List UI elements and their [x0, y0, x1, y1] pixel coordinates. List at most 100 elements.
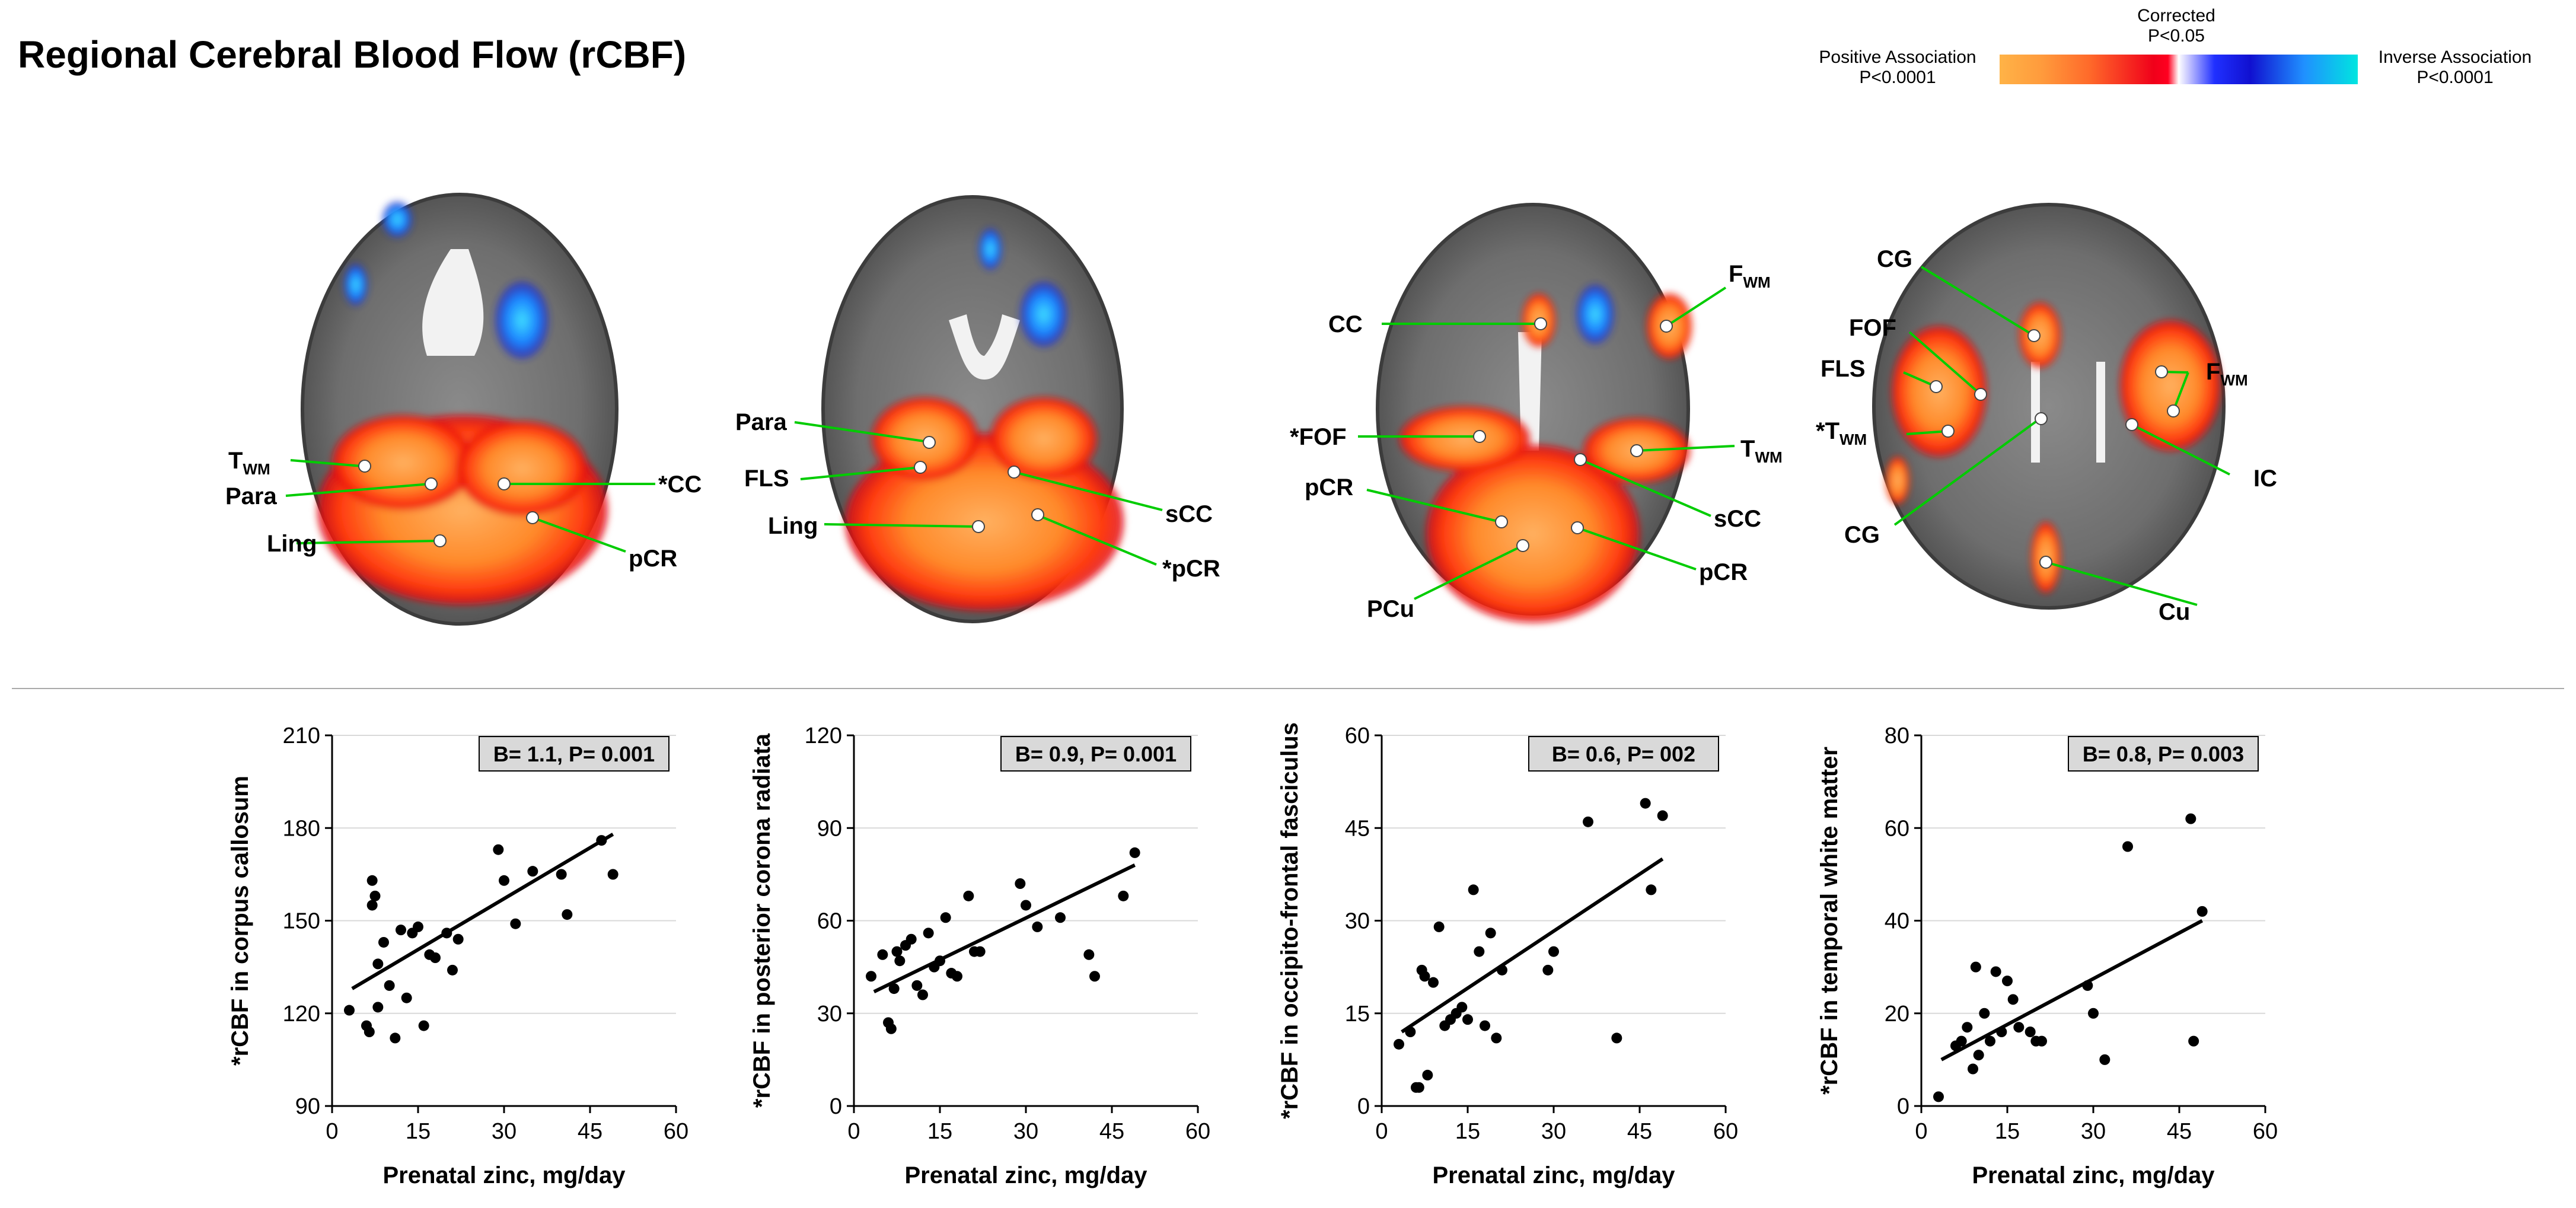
- data-point: [1542, 964, 1554, 976]
- legend-corrected-p: P<0.05: [2148, 26, 2205, 46]
- data-point: [596, 835, 607, 846]
- data-point: [2188, 1035, 2199, 1047]
- brain-1-label-ling: Ling: [267, 531, 317, 557]
- data-point: [911, 980, 923, 991]
- data-point: [396, 925, 406, 936]
- stat-box: [2068, 736, 2259, 772]
- stat-box: [1000, 736, 1191, 772]
- brain-1-marker-para: [425, 477, 438, 490]
- data-point: [1497, 964, 1507, 976]
- y-tick-label: 150: [283, 909, 320, 934]
- data-point: [1985, 1035, 1995, 1047]
- y-tick-label: 120: [805, 723, 842, 748]
- data-point: [1996, 1027, 2007, 1037]
- data-point: [885, 1023, 897, 1034]
- data-point: [1089, 971, 1100, 982]
- scatter-chart-3: 0 15 30 45 60 0 15 30 45 60 Prenatal zinc, mg/day *…: [1277, 722, 1738, 1188]
- data-point: [1055, 912, 1066, 923]
- brain-4-label-cg-2: CG: [1844, 522, 1880, 548]
- data-point: [1433, 921, 1445, 932]
- data-point: [369, 890, 381, 901]
- y-tick-label: 60: [1345, 723, 1370, 748]
- data-point: [974, 946, 986, 957]
- brain-3-marker-fof: [1473, 430, 1486, 443]
- brain-2-label-para: Para: [735, 409, 787, 435]
- y-tick-label: 120: [283, 1002, 320, 1027]
- stat-text: B= 0.6, P= 002: [1552, 742, 1695, 766]
- data-point: [452, 933, 464, 945]
- x-axis-title: Prenatal zinc, mg/day: [904, 1162, 1147, 1188]
- x-axis-title: Prenatal zinc, mg/day: [1432, 1162, 1675, 1188]
- brain-2-label-pcr: *pCR: [1162, 556, 1220, 582]
- stat-box: [1528, 736, 1719, 772]
- brain-1-label-twm: TWM: [228, 448, 270, 478]
- brain-2-label-scc: sCC: [1165, 501, 1213, 527]
- section-divider: [12, 688, 2564, 689]
- legend-inverse-text: Inverse Association: [2378, 47, 2532, 67]
- brain-3-label-pcu: PCu: [1367, 596, 1414, 622]
- brain-4-label-cu: Cu: [2159, 599, 2190, 625]
- brain-4-marker-fof: [1974, 388, 1987, 401]
- y-tick-label: 60: [817, 909, 842, 934]
- data-point: [493, 844, 504, 855]
- brain-3-label-fof: *FOF: [1290, 424, 1347, 450]
- data-point: [2088, 1008, 2099, 1019]
- x-tick-label: 30: [492, 1119, 517, 1144]
- data-point: [1474, 946, 1485, 957]
- y-tick-label: 45: [1345, 816, 1370, 841]
- brain-2-marker-fls: [914, 461, 927, 474]
- brain-3-label-fwm: FWM: [1729, 261, 1771, 291]
- brain-3-label-cc: CC: [1328, 311, 1363, 337]
- brain-1-markers: [285, 459, 655, 553]
- brain-slice-4: CG FOF FLS *TWM CG FWM IC Cu: [1816, 203, 2277, 625]
- data-point: [866, 971, 876, 982]
- brain-4-label-cg: CG: [1877, 246, 1912, 272]
- trendline: [1401, 857, 1664, 1034]
- brain-maps: TWM Para Ling *CC pCR Para FLS: [225, 193, 2277, 626]
- data-point: [1118, 890, 1129, 901]
- data-point: [1422, 1069, 1433, 1080]
- y-tick-label: 60: [1885, 816, 1909, 841]
- brain-2-label-ling: Ling: [768, 513, 818, 539]
- y-tick-label: 0: [1357, 1094, 1370, 1119]
- x-tick-label: 15: [927, 1119, 952, 1144]
- x-axis-title: Prenatal zinc, mg/day: [382, 1162, 626, 1188]
- brain-4-marker-ic: [2125, 418, 2138, 431]
- brain-2-markers: [794, 421, 1163, 566]
- data-point: [1933, 1091, 1944, 1102]
- x-tick-label: 0: [1915, 1119, 1927, 1144]
- data-point: [384, 980, 395, 991]
- data-point: [917, 989, 928, 1000]
- stat-text: B= 0.9, P= 0.001: [1015, 742, 1177, 766]
- brain-1-label-pcr: pCR: [629, 546, 677, 572]
- data-point: [1646, 884, 1657, 895]
- data-point: [1640, 798, 1651, 809]
- brain-3-marker-twm: [1630, 444, 1643, 457]
- x-tick-label: 60: [2253, 1119, 2278, 1144]
- data-point: [607, 869, 619, 880]
- y-axis-title: *rCBF in temporal white matter: [1816, 747, 1842, 1095]
- legend-inverse-p: P<0.0001: [2416, 68, 2494, 87]
- data-point: [1021, 900, 1031, 911]
- brain-4-marker-fwm-2: [2167, 404, 2180, 417]
- data-point: [2099, 1054, 2110, 1065]
- brain-4-tissue: [1872, 203, 2226, 610]
- legend-corrected-text: Corrected: [2137, 6, 2215, 26]
- brain-1-label-para: Para: [225, 483, 277, 509]
- data-point: [1979, 1008, 1990, 1019]
- data-point: [2002, 976, 2013, 987]
- x-tick-label: 45: [1099, 1119, 1124, 1144]
- scatter-chart-2: 0 30 60 90 120 0 15 30 45 60 Prenatal zinc, mg/day…: [749, 723, 1210, 1188]
- data-point: [1462, 1014, 1473, 1025]
- data-point: [2122, 841, 2133, 852]
- data-point: [2013, 1022, 2025, 1033]
- data-point: [1083, 949, 1095, 960]
- y-tick-label: 180: [283, 816, 320, 841]
- data-point: [1428, 977, 1439, 988]
- data-point: [2082, 980, 2093, 991]
- y-tick-label: 15: [1345, 1002, 1370, 1027]
- data-point: [1468, 884, 1479, 895]
- brain-2-marker-pcr: [1031, 508, 1044, 521]
- x-tick-label: 15: [406, 1119, 431, 1144]
- data-point: [366, 900, 378, 911]
